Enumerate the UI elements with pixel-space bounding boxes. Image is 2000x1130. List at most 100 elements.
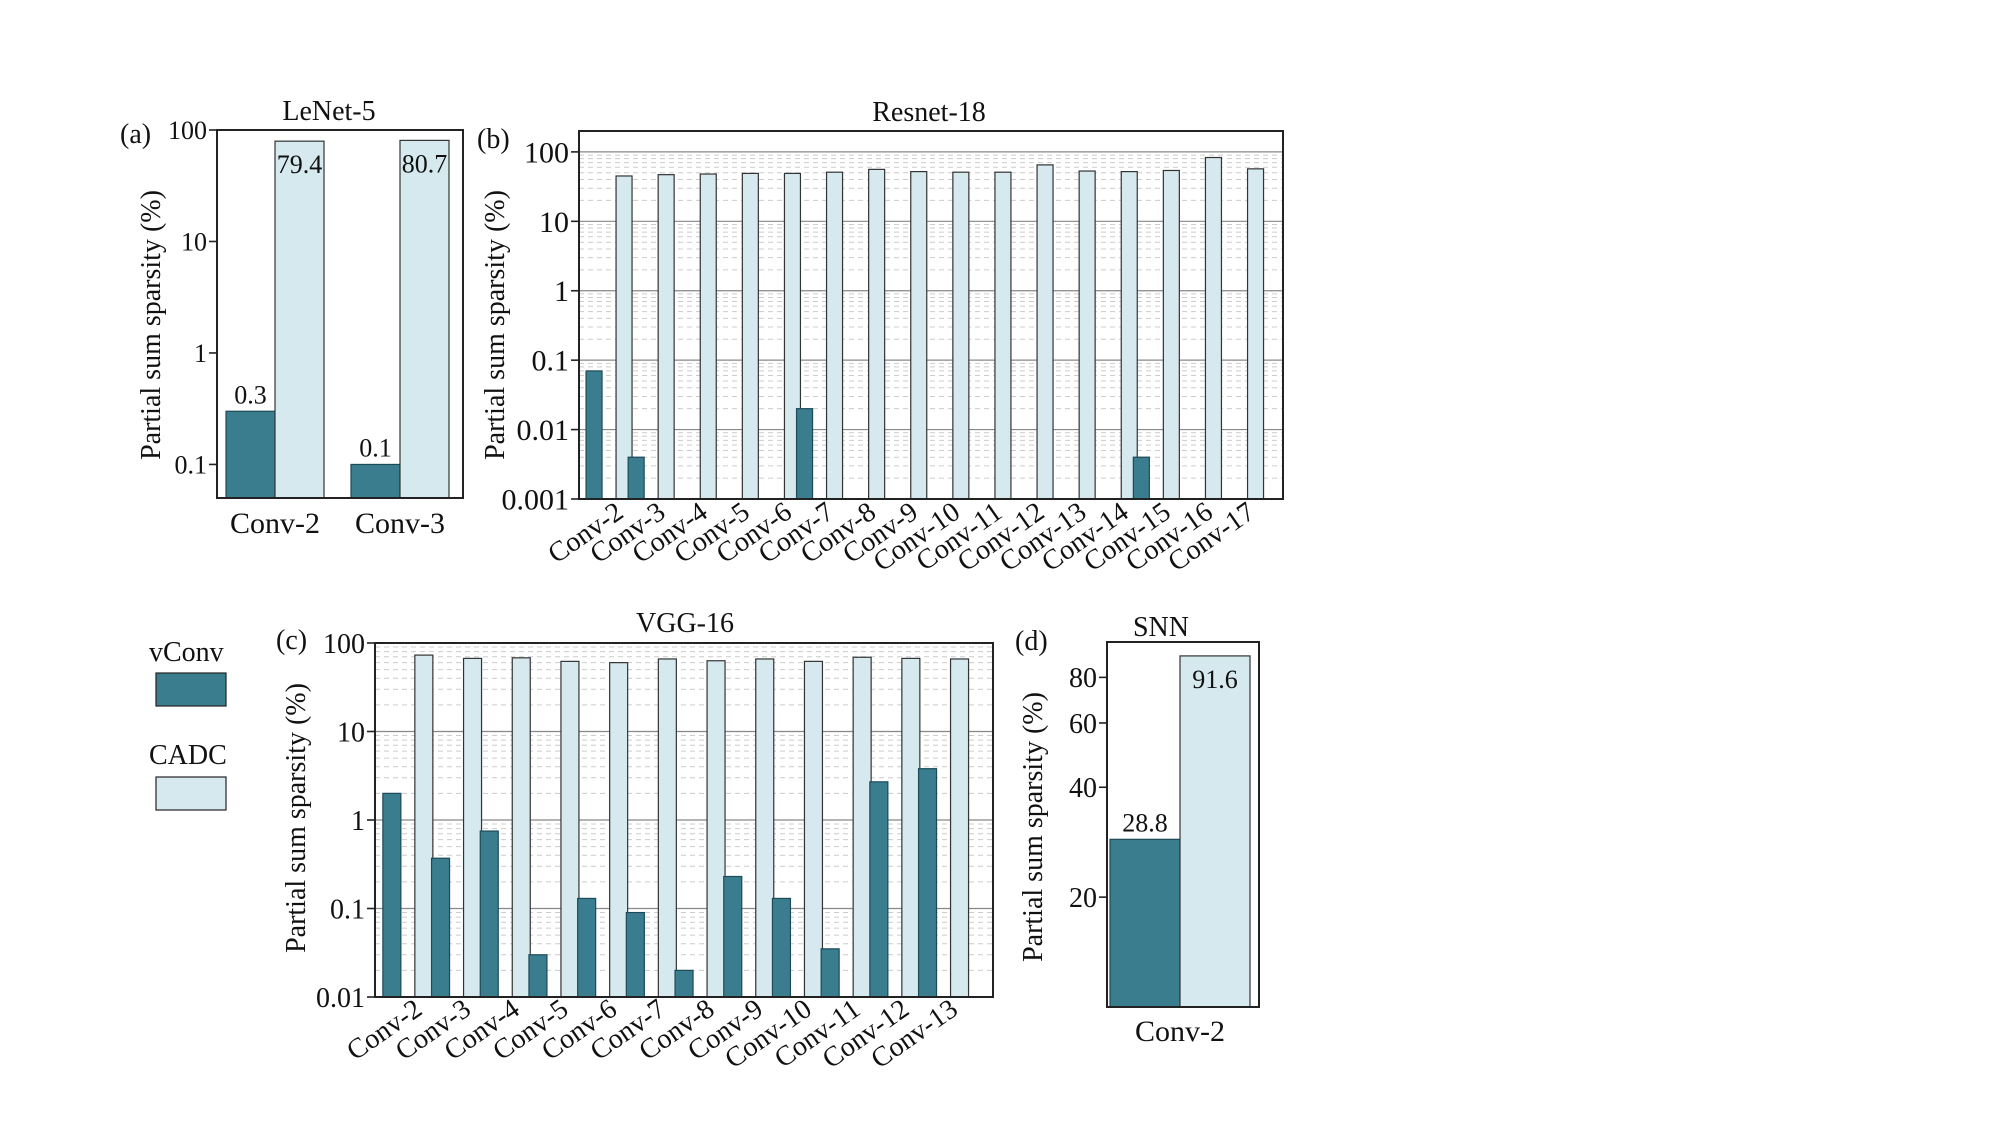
- panel-a-datalabel-vconv: 0.3: [234, 380, 267, 409]
- panel-d-datalabel-cadc: 91.6: [1192, 665, 1238, 694]
- panel-c-bar-vconv-conv-12: [869, 781, 889, 998]
- panel-c-ytick-label: 10: [337, 717, 365, 748]
- panel-b-bar-cadc-conv-7: [825, 171, 844, 500]
- panel-c-bar-vconv-conv-3: [430, 857, 451, 998]
- panel-a-lenet5: (a) LeNet-5 Partial sum sparsity (%) 0.3…: [120, 96, 464, 540]
- panel-b-bar-cadc-conv-4: [699, 173, 717, 500]
- panel-c-bar-cadc-conv-12: [901, 657, 921, 998]
- panel-d-ytick-label: 80: [1069, 663, 1097, 694]
- panel-b-ytick-label: 10: [539, 206, 569, 239]
- panel-d-ylabel: Partial sum sparsity (%): [1018, 692, 1049, 962]
- panel-a-bars: 0.3 79.4 0.1 80.7: [225, 139, 450, 499]
- panel-c-bars: [382, 654, 970, 998]
- panel-b-bar-cadc-conv-12: [1036, 164, 1054, 500]
- panel-b-bar-cadc-conv-15: [1162, 169, 1180, 500]
- panel-a-ytick-label: 10: [181, 228, 207, 257]
- panel-c-bar-cadc-conv-8: [706, 660, 726, 998]
- panel-a-ytick-label: 1: [194, 339, 207, 368]
- panel-c-bar-cadc-conv-7: [657, 658, 677, 998]
- panel-d-datalabel-vconv: 28.8: [1122, 808, 1168, 837]
- panel-a-ytick-label: 100: [168, 116, 207, 145]
- panel-c-ylabel: Partial sum sparsity (%): [281, 683, 312, 953]
- panel-b-bar-cadc-conv-16: [1204, 156, 1223, 500]
- panel-b-bar-cadc-conv-11: [994, 171, 1012, 500]
- legend-swatch-vconv: [155, 672, 227, 707]
- panel-d-title: SNN: [1133, 612, 1189, 643]
- panel-c-vgg16: (c) VGG-16 Partial sum sparsity (%) 0.01…: [276, 608, 994, 1075]
- panel-d-snn: (d) SNN Partial sum sparsity (%) 28.8 91.…: [1015, 612, 1260, 1048]
- panel-d-label: (d): [1015, 626, 1048, 657]
- panel-a-datalabel-vconv: 0.1: [359, 433, 392, 462]
- panel-a-category-label: Conv-3: [355, 507, 445, 540]
- panel-b-bar-cadc-conv-3: [657, 174, 675, 500]
- panel-c-bar-vconv-conv-2: [382, 792, 402, 998]
- panel-a-ticks: 0.1 1 10 100 Conv-2 Conv-3: [168, 116, 445, 540]
- panel-a-bar-vconv-conv-2: [225, 410, 276, 499]
- panel-a-bar-cadc-conv-3: [399, 139, 450, 499]
- panel-c-bar-vconv-conv-8: [674, 969, 694, 998]
- panel-b-bar-cadc-conv-2: [615, 175, 633, 500]
- panel-c-bar-vconv-conv-6: [577, 897, 597, 998]
- panel-c-frame: [374, 642, 994, 998]
- legend-label-cadc: CADC: [149, 740, 227, 771]
- panel-c-label: (c): [276, 625, 307, 656]
- panel-c-bar-cadc-conv-2: [414, 654, 434, 998]
- legend-label-vconv: vConv: [149, 637, 224, 668]
- panel-c-ytick-label: 1: [351, 806, 365, 837]
- legend-swatch-cadc: [155, 776, 227, 811]
- panel-b-bar-vconv-conv-3: [627, 456, 645, 500]
- panel-b-bar-cadc-conv-5: [741, 172, 759, 500]
- panel-c-bar-cadc-conv-9: [755, 658, 775, 998]
- panel-d-frame: [1106, 641, 1260, 1008]
- panel-a-label: (a): [120, 119, 151, 150]
- panel-c-bar-cadc-conv-3: [462, 657, 483, 998]
- panel-d-category-label: Conv-2: [1135, 1015, 1225, 1048]
- panel-d-bar-cadc-conv-2: [1179, 655, 1251, 1008]
- panel-c-bar-cadc-conv-4: [511, 657, 531, 998]
- panel-c-title: VGG-16: [636, 608, 734, 639]
- panel-c-bar-cadc-conv-10: [803, 660, 824, 998]
- panel-c-bar-vconv-conv-9: [723, 875, 743, 998]
- panel-a-ytick-label: 0.1: [175, 451, 208, 480]
- panel-a-category-label: Conv-2: [230, 507, 320, 540]
- panel-b-bar-cadc-conv-10: [952, 171, 970, 500]
- panel-b-bar-cadc-conv-13: [1078, 170, 1096, 500]
- panel-a-bar-cadc-conv-2: [274, 140, 325, 499]
- panel-d-ytick-label: 40: [1069, 773, 1097, 804]
- panel-c-bar-vconv-conv-7: [625, 911, 645, 998]
- panel-b-ytick-label: 0.001: [502, 484, 570, 517]
- panel-a-bar-vconv-conv-3: [350, 463, 401, 499]
- panel-b-label: (b): [477, 124, 510, 155]
- panel-b-ytick-label: 1: [554, 275, 569, 308]
- panel-c-bar-vconv-conv-4: [479, 830, 499, 998]
- panel-a-frame: [216, 129, 464, 499]
- panel-a-datalabel-cadc: 80.7: [402, 149, 448, 178]
- panel-b-bar-vconv-conv-7: [795, 408, 814, 500]
- panel-b-ytick-label: 0.01: [517, 414, 570, 447]
- panel-d-ytick-label: 60: [1069, 709, 1097, 740]
- panel-b-resnet18: (b) Resnet-18 Partial sum sparsity (%) 0…: [477, 97, 1284, 578]
- panel-b-bar-vconv-conv-2: [585, 370, 603, 500]
- panel-b-bar-vconv-conv-15: [1132, 456, 1150, 500]
- panel-b-ylabel: Partial sum sparsity (%): [480, 190, 511, 460]
- panel-c-bar-vconv-conv-10: [771, 897, 792, 998]
- panel-b-ytick-label: 0.1: [532, 345, 570, 378]
- panel-b-frame: [578, 130, 1284, 500]
- panel-b-ytick-label: 100: [524, 136, 569, 169]
- panel-c-bar-vconv-conv-5: [528, 954, 548, 998]
- panel-d-ticks: 20 40 60 80 Conv-2: [1069, 663, 1225, 1048]
- panel-b-bar-cadc-conv-14: [1120, 171, 1138, 500]
- panel-c-ytick-label: 0.1: [330, 894, 365, 925]
- panel-b-bars: [585, 156, 1265, 500]
- panel-c-bar-cadc-conv-13: [949, 658, 970, 998]
- panel-d-ytick-label: 20: [1069, 883, 1097, 914]
- panel-a-ylabel: Partial sum sparsity (%): [136, 190, 167, 460]
- panel-b-bar-cadc-conv-9: [910, 171, 928, 500]
- panel-c-bar-cadc-conv-11: [852, 656, 872, 998]
- panel-c-bar-vconv-conv-11: [820, 948, 840, 998]
- panel-a-title: LeNet-5: [282, 96, 375, 127]
- panel-a-datalabel-cadc: 79.4: [277, 150, 323, 179]
- panel-b-title: Resnet-18: [872, 97, 986, 128]
